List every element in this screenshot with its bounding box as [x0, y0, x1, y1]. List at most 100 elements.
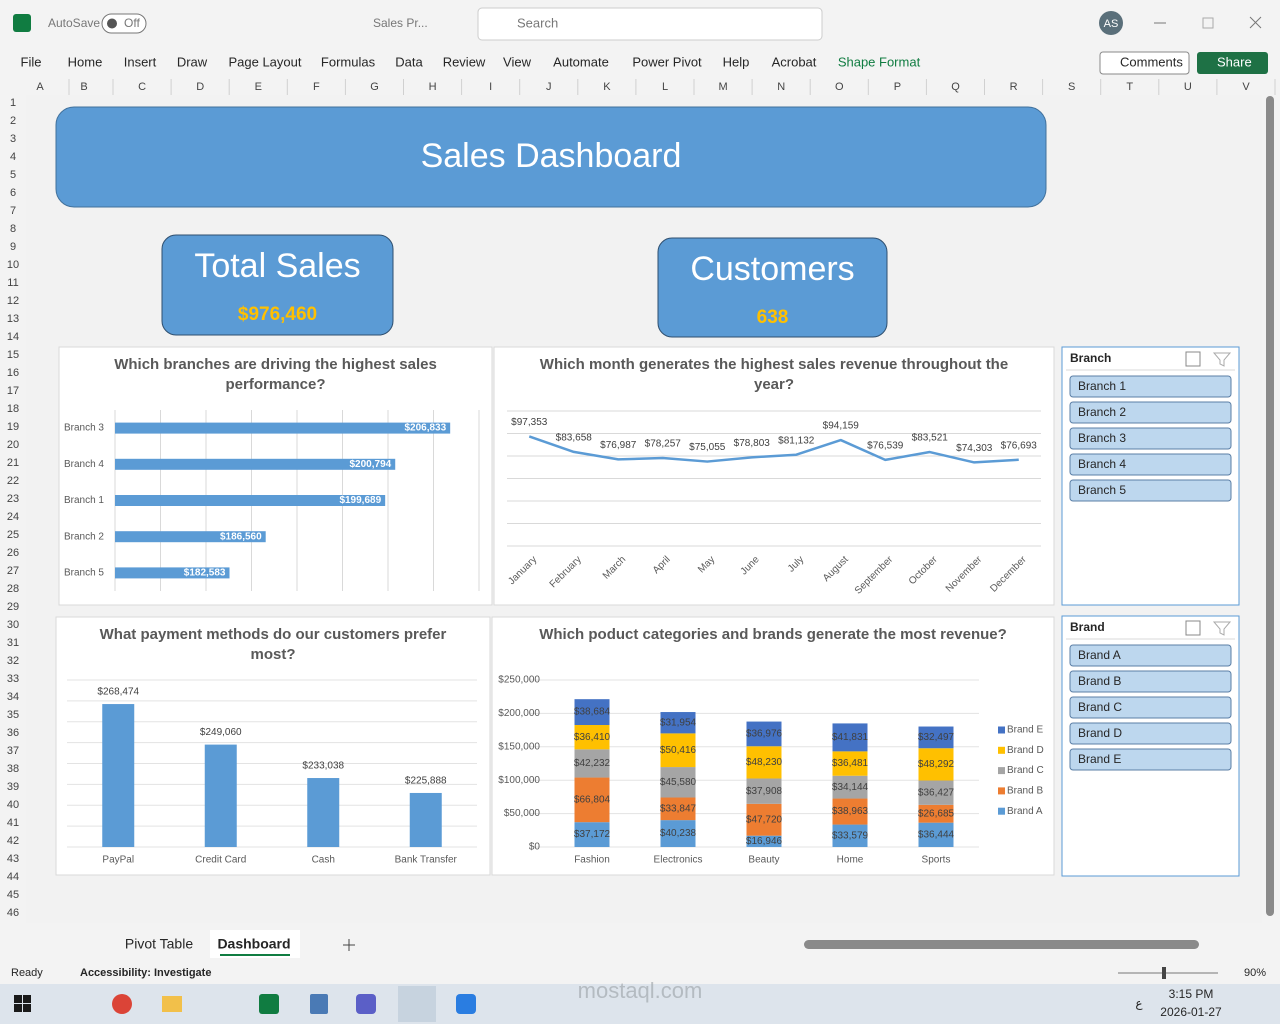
- column-header: A: [36, 81, 44, 93]
- ribbon-tab[interactable]: Power Pivot: [632, 54, 702, 69]
- ribbon-tab[interactable]: Insert: [124, 54, 157, 69]
- value-label: $225,888: [405, 776, 447, 787]
- taskbar: [0, 984, 1280, 1024]
- ribbon-tab[interactable]: Acrobat: [772, 54, 817, 69]
- slicer-item[interactable]: [1069, 401, 1232, 424]
- chart-title: Which branches are driving the highest s…: [114, 356, 437, 393]
- slicer-item[interactable]: [1069, 644, 1232, 667]
- teams-icon[interactable]: [356, 994, 376, 1014]
- ribbon-tab[interactable]: Formulas: [321, 54, 376, 69]
- chrome-icon[interactable]: [112, 994, 132, 1014]
- comments-button[interactable]: [1099, 51, 1190, 75]
- status-mode: Ready: [11, 967, 43, 979]
- row-header: 1: [10, 97, 16, 109]
- ribbon-tab[interactable]: View: [503, 54, 532, 69]
- language-indicator: ع: [1135, 996, 1143, 1010]
- row-header: 24: [7, 511, 19, 523]
- ribbon-tab[interactable]: Automate: [553, 54, 609, 69]
- horizontal-scroll-thumb[interactable]: [804, 940, 1199, 949]
- zoom-thumb[interactable]: [1162, 967, 1166, 979]
- column-header: D: [196, 81, 204, 93]
- excel-taskbar-icon[interactable]: [259, 994, 279, 1014]
- ribbon-tab[interactable]: File: [21, 54, 42, 69]
- clear-filter-button[interactable]: [1212, 621, 1232, 636]
- chart-area: [58, 346, 493, 606]
- accessibility-status[interactable]: Accessibility: Investigate: [80, 967, 211, 979]
- bar-segment: [918, 822, 954, 847]
- slicer-item[interactable]: [1069, 748, 1232, 771]
- row-header: 13: [7, 313, 19, 325]
- column-header: E: [255, 81, 262, 93]
- column-header: G: [370, 81, 379, 93]
- value-label: $40,238: [660, 828, 697, 839]
- value-label: $41,831: [832, 732, 869, 743]
- slicer-item[interactable]: [1069, 670, 1232, 693]
- avatar[interactable]: [1099, 11, 1123, 35]
- value-label: $81,132: [778, 435, 815, 446]
- clear-filter-button[interactable]: [1212, 352, 1232, 367]
- y-tick-label: $250,000: [498, 675, 540, 686]
- legend-label: Brand A: [1007, 806, 1043, 817]
- bar-segment: [660, 767, 696, 798]
- active-app-highlight[interactable]: [398, 986, 436, 1022]
- calculator-icon[interactable]: [310, 994, 328, 1014]
- clock-date: 2026-01-27: [1160, 1005, 1222, 1019]
- search-box[interactable]: [477, 7, 823, 41]
- column-header: N: [777, 81, 785, 93]
- slicer-item[interactable]: [1069, 479, 1232, 502]
- ribbon-tab[interactable]: Draw: [177, 54, 208, 69]
- bar: [204, 744, 237, 847]
- share-label[interactable]: Share: [1217, 54, 1252, 69]
- explorer-icon[interactable]: [162, 996, 182, 1012]
- category-label: Branch 2: [64, 531, 104, 542]
- slicer-item[interactable]: [1069, 696, 1232, 719]
- ribbon-tab[interactable]: Data: [395, 54, 423, 69]
- comments-label[interactable]: Comments: [1120, 54, 1183, 69]
- start-button-part: [23, 1004, 31, 1012]
- app-icon[interactable]: [456, 994, 476, 1014]
- slicer-item[interactable]: [1069, 375, 1232, 398]
- row-header: 11: [7, 277, 18, 289]
- bar-segment: [832, 824, 868, 847]
- value-label: $38,684: [574, 707, 611, 718]
- ribbon-tab[interactable]: Home: [68, 54, 103, 69]
- row-header: 2: [10, 115, 16, 127]
- sheet-tab[interactable]: Pivot Table: [125, 936, 193, 952]
- chart-title-box: Which month generates the highest sales …: [539, 356, 1009, 393]
- chart-area: [493, 346, 1055, 606]
- add-sheet-button[interactable]: [343, 939, 355, 951]
- bar-segment: [660, 820, 696, 847]
- ribbon-tab[interactable]: Review: [443, 54, 486, 69]
- ribbon-tab[interactable]: Help: [723, 54, 750, 69]
- share-button[interactable]: [1197, 52, 1268, 74]
- row-header: 36: [7, 727, 19, 739]
- row-header: 28: [7, 583, 19, 595]
- close-button[interactable]: [1249, 16, 1262, 29]
- ribbon-tab[interactable]: Shape Format: [838, 54, 921, 69]
- row-header: 30: [7, 619, 19, 631]
- slicer-item-label: Branch 3: [1078, 431, 1126, 445]
- row-header: 38: [7, 763, 19, 775]
- sheet-tab[interactable]: Dashboard: [217, 936, 290, 952]
- value-label: $36,410: [574, 732, 611, 743]
- bar-segment: [832, 723, 868, 752]
- category-label: PayPal: [102, 855, 134, 866]
- column-header-bar: [0, 78, 1280, 95]
- ribbon-tab[interactable]: Page Layout: [228, 54, 301, 69]
- value-label: $36,481: [832, 758, 869, 769]
- multi-select-button[interactable]: [1185, 351, 1201, 367]
- file-name: Sales Pr...: [373, 16, 428, 30]
- row-header: 16: [7, 367, 19, 379]
- value-label: $33,579: [832, 830, 869, 841]
- autosave-state: Off: [124, 16, 140, 30]
- start-button[interactable]: [14, 995, 22, 1003]
- user-initials: AS: [1104, 18, 1119, 30]
- slicer-item[interactable]: [1069, 453, 1232, 476]
- slicer-item[interactable]: [1069, 722, 1232, 745]
- multi-select-button[interactable]: [1185, 620, 1201, 636]
- scroll-thumb[interactable]: [1266, 96, 1274, 916]
- kpi-value: 638: [757, 307, 789, 328]
- slicer-item[interactable]: [1069, 427, 1232, 450]
- restore-button[interactable]: [1202, 17, 1214, 29]
- chart-title: Which month generates the highest sales …: [539, 356, 1009, 393]
